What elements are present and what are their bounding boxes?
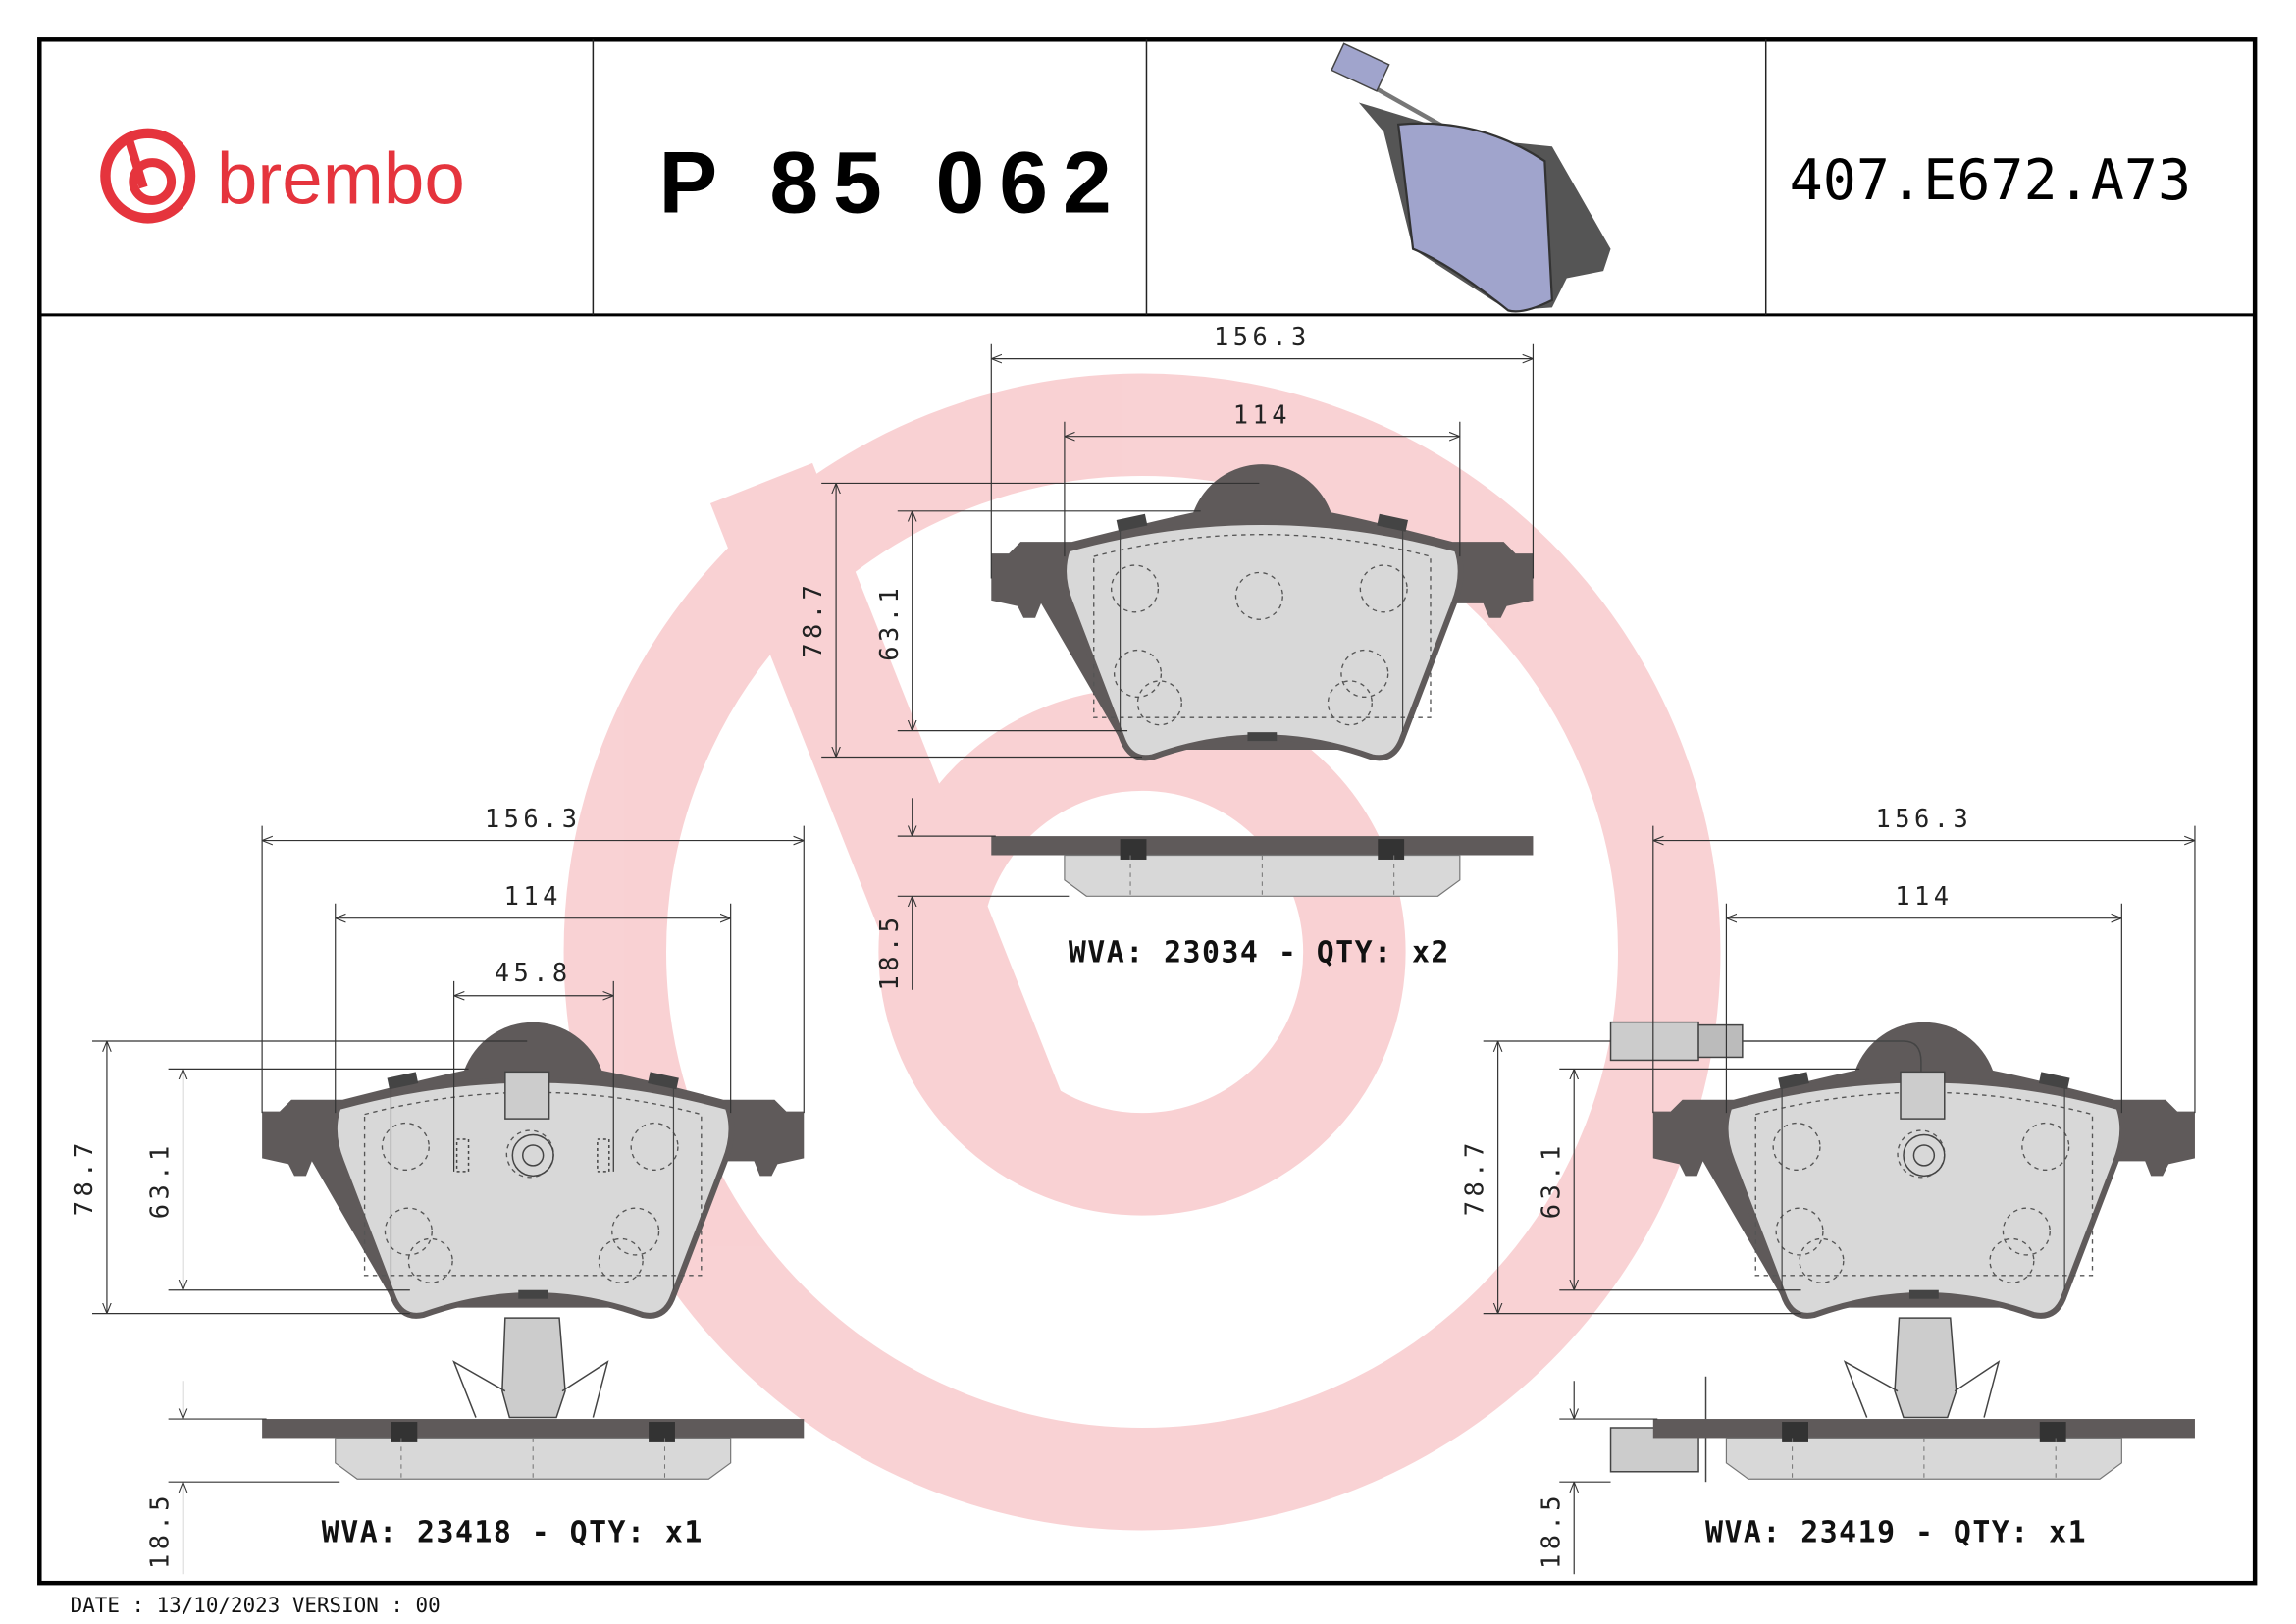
- wva-label-left: WVA: 23418 - QTY: x1: [322, 1515, 704, 1549]
- brand-name: brembo: [217, 136, 465, 219]
- wva-label-top: WVA: 23034 - QTY: x2: [1069, 935, 1450, 969]
- wva-label-right: WVA: 23419 - QTY: x1: [1705, 1515, 2087, 1549]
- dimension-label: 63.1: [145, 1141, 175, 1219]
- brembo-logo: brembo: [100, 128, 465, 224]
- dimension-label: 114: [1233, 399, 1291, 429]
- dimension-label: 78.7: [69, 1138, 98, 1216]
- pad-view-top: 156.3 114 78.7 63.1 18.5 WVA: 23034 - QT…: [798, 322, 1533, 990]
- dimension-label: 63.1: [874, 584, 904, 661]
- dimension-label: 156.3: [485, 804, 582, 833]
- dimension-label: 156.3: [1876, 804, 1973, 833]
- date-version: DATE : 13/10/2023 VERSION : 00: [71, 1594, 441, 1617]
- dimension-label: 63.1: [1536, 1141, 1565, 1219]
- pad-view-left: 156.3 114 45.8 78.7 63.1 18.5 WVA: 23418…: [69, 804, 804, 1575]
- part-number: P 85 062: [659, 132, 1126, 231]
- dimension-label: 18.5: [145, 1492, 175, 1569]
- pad-thumbnail-image: [1331, 42, 1611, 313]
- drawing-frame: [37, 37, 2258, 1586]
- dimension-label: 18.5: [874, 914, 904, 991]
- dimension-label: 45.8: [495, 958, 572, 987]
- dimension-label: 78.7: [1460, 1138, 1489, 1216]
- dimension-label: 114: [504, 881, 562, 911]
- dimension-label: 114: [1895, 881, 1953, 911]
- dimension-label: 18.5: [1536, 1492, 1565, 1569]
- brembo-watermark: [563, 373, 1721, 1531]
- pad-view-right: 156.3 114 78.7 63.1 18.5 WVA: 23419 - QT…: [1460, 804, 2195, 1575]
- dimension-label: 156.3: [1214, 322, 1311, 351]
- oe-code: 407.E672.A73: [1790, 148, 2192, 213]
- dimension-label: 78.7: [798, 581, 827, 658]
